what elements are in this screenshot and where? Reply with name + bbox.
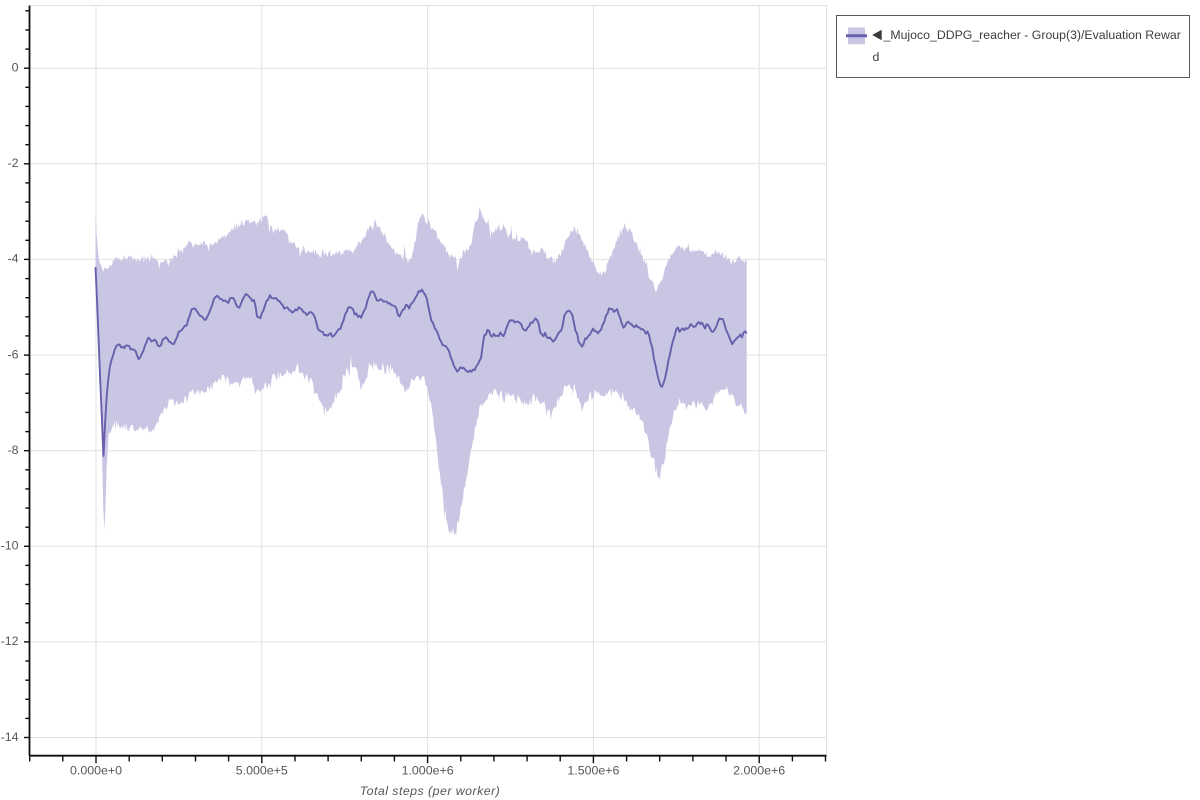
svg-text:-8: -8: [7, 443, 18, 457]
svg-text:0: 0: [12, 61, 19, 75]
svg-text:Total steps (per worker): Total steps (per worker): [360, 784, 501, 798]
svg-text:-12: -12: [1, 634, 19, 648]
svg-text:-14: -14: [1, 730, 19, 744]
svg-text:d: d: [873, 50, 880, 64]
svg-text:5.000e+5: 5.000e+5: [236, 764, 288, 778]
svg-text:-10: -10: [1, 539, 19, 553]
svg-text:1.500e+6: 1.500e+6: [567, 764, 619, 778]
svg-text:1.000e+6: 1.000e+6: [402, 764, 454, 778]
svg-text:_Mujoco_DDPG_reacher - Group(3: _Mujoco_DDPG_reacher - Group(3)/Evaluati…: [883, 28, 1181, 42]
svg-text:-4: -4: [7, 252, 18, 266]
svg-text:0.000e+0: 0.000e+0: [70, 764, 122, 778]
svg-text:2.000e+6: 2.000e+6: [733, 764, 785, 778]
svg-text:-2: -2: [7, 156, 18, 170]
svg-text:-6: -6: [7, 347, 18, 361]
